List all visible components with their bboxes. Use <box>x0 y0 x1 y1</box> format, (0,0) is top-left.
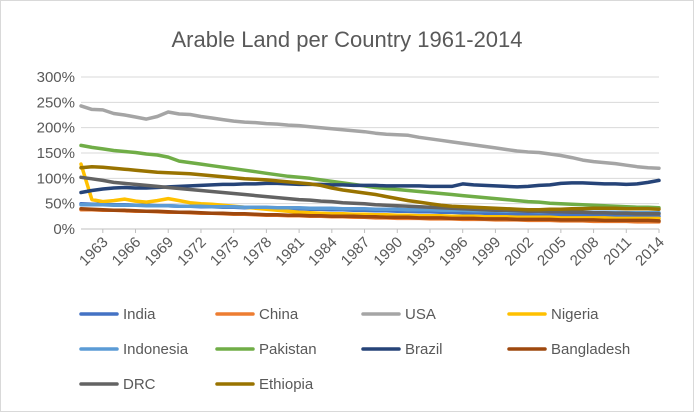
series-line-brazil <box>79 178 661 195</box>
chart-title: Arable Land per Country 1961-2014 <box>171 27 522 52</box>
series-line-ethiopia <box>79 164 661 212</box>
y-tick-label: 100% <box>37 170 75 187</box>
x-tick-label: 1963 <box>76 234 112 270</box>
x-tick-label: 2014 <box>632 234 668 270</box>
x-tick-label: 2011 <box>600 234 635 269</box>
x-tick-label: 1999 <box>469 234 505 270</box>
x-tick-label: 2008 <box>567 234 603 270</box>
x-tick-label: 1990 <box>370 234 406 270</box>
legend-label-usa: USA <box>405 306 436 323</box>
series-line-drc <box>79 175 661 216</box>
x-tick-label: 1972 <box>174 234 210 270</box>
legend-label-drc: DRC <box>123 376 156 393</box>
x-tick-label: 1996 <box>436 234 472 270</box>
x-tick-label: 2002 <box>501 234 537 270</box>
legend-label-india: India <box>123 306 156 323</box>
legend-label-bangladesh: Bangladesh <box>551 341 630 358</box>
y-tick-label: 150% <box>37 145 75 162</box>
x-tick-label: 1987 <box>338 234 374 270</box>
y-tick-label: 200% <box>37 120 75 137</box>
series-lines <box>79 104 661 224</box>
y-tick-label: 250% <box>37 94 75 111</box>
x-tick-label: 1975 <box>207 234 243 270</box>
series-line-usa <box>79 104 661 170</box>
x-tick-label: 1993 <box>403 234 439 270</box>
gridlines <box>81 76 659 230</box>
x-tick-label: 1981 <box>272 234 308 270</box>
x-tick-label: 1984 <box>305 234 341 270</box>
x-tick-label: 1978 <box>240 234 276 270</box>
x-tick-label: 1969 <box>141 234 177 270</box>
y-axis-ticks: 0% 50% 100% 150% 200% 250% 300% <box>37 69 75 238</box>
legend: India China USA Nigeria Indonesia Pakistan Bra… <box>79 306 630 393</box>
y-tick-label: 50% <box>45 196 75 213</box>
x-tick-label: 1966 <box>109 234 145 270</box>
x-axis-ticks: 1963196619691972197519781981198419871990… <box>76 229 668 269</box>
y-tick-label: 0% <box>53 221 75 238</box>
legend-label-ethiopia: Ethiopia <box>259 376 314 393</box>
y-tick-label: 300% <box>37 69 75 86</box>
series-line-bangladesh <box>79 206 661 223</box>
legend-label-pakistan: Pakistan <box>259 341 317 358</box>
series-line-nigeria <box>79 162 661 221</box>
legend-label-china: China <box>259 306 299 323</box>
legend-label-indonesia: Indonesia <box>123 341 189 358</box>
x-tick-label: 2005 <box>534 234 570 270</box>
legend-label-nigeria: Nigeria <box>551 306 599 323</box>
legend-label-brazil: Brazil <box>405 341 443 358</box>
